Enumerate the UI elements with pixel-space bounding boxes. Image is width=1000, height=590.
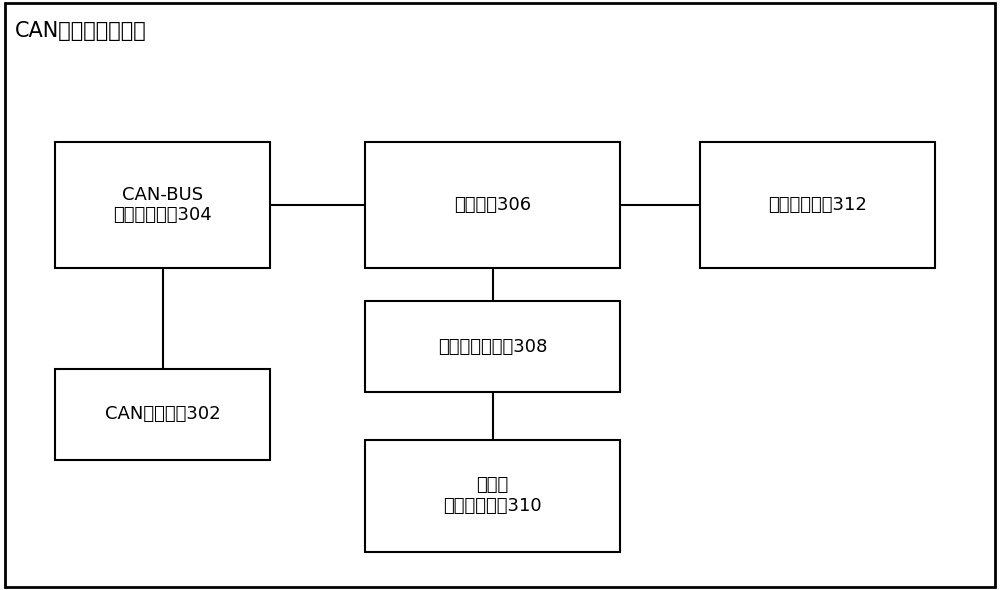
Text: CAN总线转速传感器: CAN总线转速传感器 xyxy=(15,21,147,41)
Text: 数字信号处理器308: 数字信号处理器308 xyxy=(438,337,547,356)
Text: CAN-BUS
蓝牙通讯芯片304: CAN-BUS 蓝牙通讯芯片304 xyxy=(113,186,212,224)
Bar xyxy=(365,440,620,552)
Text: 通用化
数据采集设备310: 通用化 数据采集设备310 xyxy=(443,476,542,515)
Bar xyxy=(55,142,270,268)
Text: CAN总线终端302: CAN总线终端302 xyxy=(105,405,220,424)
Bar xyxy=(365,301,620,392)
Bar xyxy=(365,142,620,268)
Bar xyxy=(55,369,270,460)
Bar xyxy=(700,142,935,268)
Text: 手机终端306: 手机终端306 xyxy=(454,196,531,214)
Text: 数据库服务器312: 数据库服务器312 xyxy=(768,196,867,214)
